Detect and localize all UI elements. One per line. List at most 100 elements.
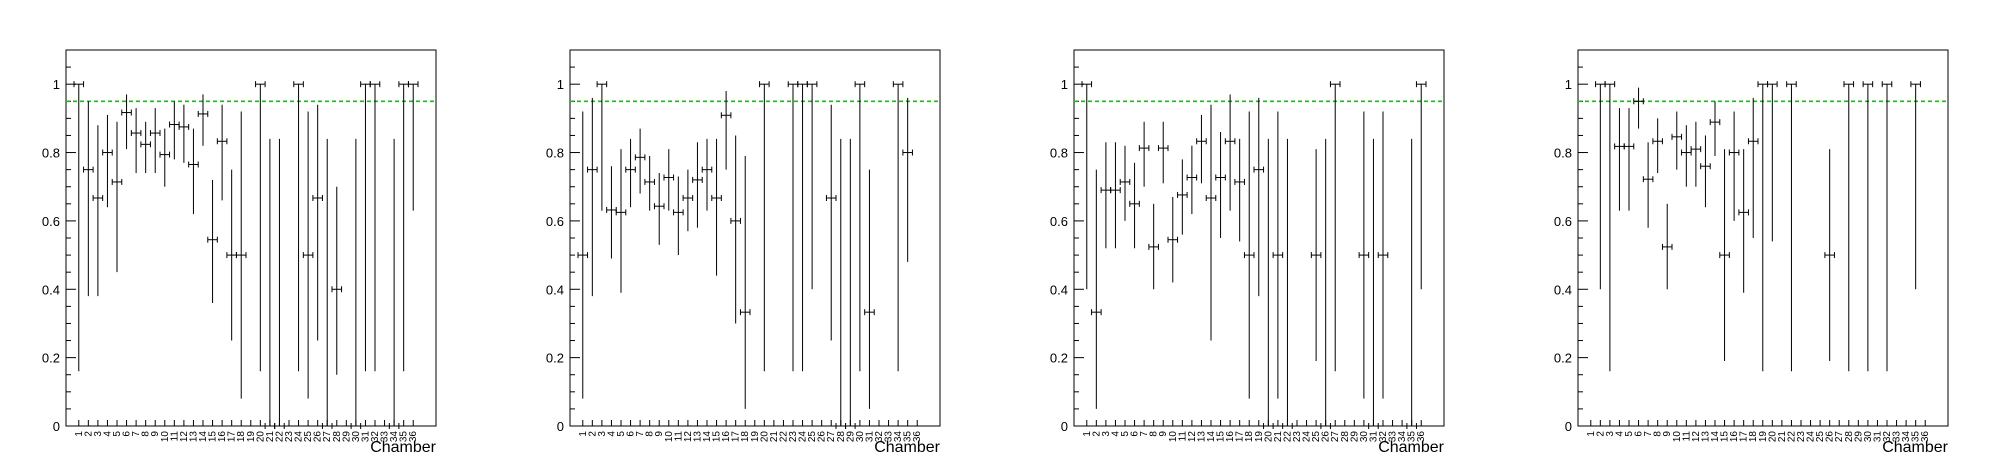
data-point	[1671, 111, 1683, 170]
data-point	[1843, 81, 1855, 372]
x-tick-label: 36	[1920, 431, 1931, 443]
x-tick-label: 15	[208, 431, 219, 443]
data-point	[1757, 81, 1769, 372]
data-point	[1215, 132, 1226, 238]
x-tick-label: 7	[1139, 431, 1150, 437]
x-tick-label: 20	[255, 431, 266, 443]
x-tick-label: 2	[587, 431, 598, 437]
data-point	[739, 155, 751, 409]
y-tick-label: 0.8	[1554, 146, 1572, 161]
x-tick-label: 19	[1758, 431, 1769, 443]
data-point	[864, 169, 875, 409]
data-point	[1196, 114, 1207, 184]
x-tick-label: 1	[1586, 431, 1597, 437]
data-point	[1358, 111, 1370, 399]
x-tick-label: 10	[160, 431, 171, 443]
x-tick-label: 31	[1872, 431, 1883, 443]
x-tick-label: 21	[1777, 431, 1788, 443]
x-tick-label: 30	[1863, 431, 1874, 443]
data-point	[1282, 138, 1293, 429]
x-tick-label: 8	[645, 431, 656, 437]
data-point	[102, 114, 113, 208]
y-tick-label: 0.4	[546, 282, 564, 297]
x-tick-label: 8	[1653, 431, 1664, 437]
x-tick-label: 21	[1273, 431, 1284, 443]
data-point	[1406, 138, 1417, 429]
data-point	[1157, 121, 1169, 184]
x-tick-label: 31	[1368, 431, 1379, 443]
data-point	[825, 104, 837, 341]
x-tick-label: 12	[1691, 431, 1702, 443]
data-point	[663, 149, 675, 211]
plot-frame	[65, 49, 437, 427]
data-point	[1681, 125, 1692, 187]
x-tick-label: 23	[284, 431, 295, 443]
data-point	[1642, 142, 1654, 228]
x-tick-label: 6	[1634, 431, 1645, 437]
data-point	[577, 111, 589, 399]
x-tick-label: 23	[1796, 431, 1807, 443]
data-point	[1595, 81, 1606, 290]
x-tick-label: 9	[1662, 431, 1673, 437]
data-point	[255, 81, 266, 372]
data-point	[1129, 162, 1140, 249]
data-point	[159, 128, 171, 187]
data-point	[207, 179, 218, 303]
x-tick-label: 22	[1786, 431, 1797, 443]
x-tick-label: 26	[817, 431, 828, 443]
x-tick-label: 6	[626, 431, 637, 437]
data-point	[1767, 81, 1778, 242]
data-point	[1272, 111, 1284, 399]
x-tick-label: 33	[1892, 431, 1903, 443]
x-tick-label: 13	[1196, 431, 1207, 443]
x-tick-label: 31	[864, 431, 875, 443]
data-point	[902, 97, 913, 262]
x-tick-label: 12	[683, 431, 694, 443]
y-tick-label: 0.8	[1050, 146, 1068, 161]
x-tick-label: 13	[188, 431, 199, 443]
data-point	[130, 108, 142, 174]
x-tick-label: 5	[1624, 431, 1635, 437]
data-point	[92, 125, 104, 297]
y-tick-label: 0.6	[42, 214, 60, 229]
data-point	[1415, 81, 1427, 290]
x-tick-label: 26	[313, 431, 324, 443]
x-tick-label: 13	[1700, 431, 1711, 443]
data-point	[398, 81, 409, 372]
data-point	[1263, 138, 1274, 429]
x-axis-title: Chamber	[370, 439, 436, 456]
x-tick-label: 15	[712, 431, 723, 443]
x-tick-label: 18	[1244, 431, 1255, 443]
data-point	[1186, 145, 1198, 215]
data-point	[407, 81, 419, 211]
x-tick-label: 33	[380, 431, 391, 443]
x-tick-label: 27	[1330, 431, 1341, 443]
x-tick-label: 3	[93, 431, 104, 437]
x-tick-label: 17	[1235, 431, 1246, 443]
y-tick-label: 0.8	[546, 146, 564, 161]
x-tick-label: 27	[322, 431, 333, 443]
x-tick-label: 16	[721, 431, 732, 443]
data-point	[264, 138, 276, 429]
y-tick-label: 0.2	[42, 351, 60, 366]
data-point	[178, 104, 190, 163]
data-point	[1709, 101, 1721, 156]
x-tick-label: 9	[654, 431, 665, 437]
x-tick-label: 1	[578, 431, 589, 437]
x-tick-label: 30	[351, 431, 362, 443]
x-tick-label: 3	[597, 431, 608, 437]
data-point	[1167, 196, 1179, 283]
x-tick-label: 23	[1292, 431, 1303, 443]
x-tick-label: 32	[1378, 431, 1389, 443]
y-tick-label: 1	[53, 77, 60, 92]
x-tick-label: 27	[826, 431, 837, 443]
data-point	[892, 81, 904, 372]
x-tick-label: 19	[246, 431, 257, 443]
data-point	[1368, 138, 1379, 429]
data-point	[1910, 81, 1921, 290]
data-point	[653, 173, 665, 245]
data-point	[1148, 203, 1159, 290]
x-tick-label: 35	[1407, 431, 1418, 443]
x-tick-label: 29	[845, 431, 856, 443]
x-tick-label: 3	[1101, 431, 1112, 437]
